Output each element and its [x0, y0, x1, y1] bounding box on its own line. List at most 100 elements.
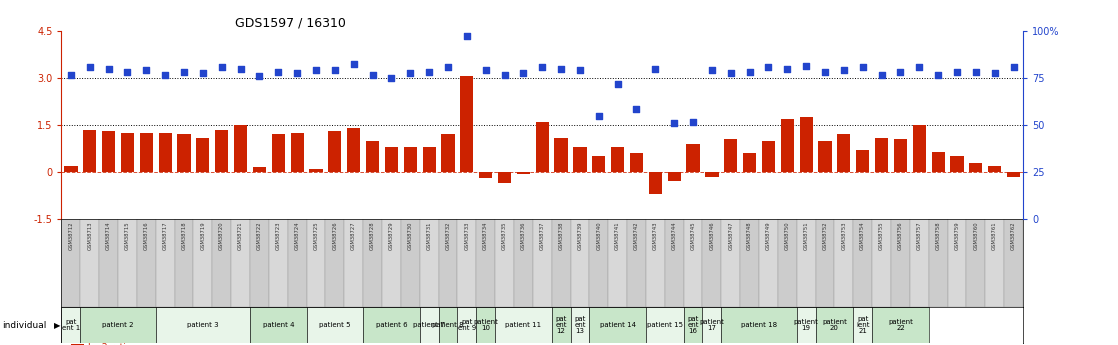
Point: [176, 69, 193, 75]
Bar: [457, 219, 476, 307]
Bar: [231, 219, 250, 307]
Point: [401, 71, 419, 76]
Bar: [136, 219, 155, 307]
Text: GSM38715: GSM38715: [125, 222, 130, 250]
Bar: [100, 219, 119, 307]
Point: [967, 69, 985, 75]
Bar: [797, 307, 816, 343]
Text: GSM38753: GSM38753: [842, 222, 846, 250]
Bar: [382, 219, 401, 307]
Bar: [155, 307, 250, 343]
Bar: [423, 147, 436, 172]
Bar: [969, 163, 983, 172]
Text: individual: individual: [2, 321, 47, 330]
Bar: [272, 135, 285, 172]
Point: [382, 75, 400, 81]
Text: patient 3: patient 3: [187, 322, 219, 328]
Text: GSM38761: GSM38761: [992, 222, 997, 250]
Bar: [442, 135, 455, 172]
Text: patient
10: patient 10: [473, 319, 499, 331]
Text: GSM38747: GSM38747: [728, 222, 733, 250]
Text: ▶: ▶: [54, 321, 60, 330]
Bar: [875, 138, 888, 172]
Bar: [816, 307, 853, 343]
Text: GSM38760: GSM38760: [974, 222, 978, 250]
Bar: [929, 219, 948, 307]
Text: GSM38716: GSM38716: [144, 222, 149, 250]
Text: patient 15: patient 15: [647, 322, 683, 328]
Point: [533, 64, 551, 70]
Bar: [837, 135, 851, 172]
Bar: [536, 122, 549, 172]
Bar: [612, 147, 624, 172]
Point: [722, 71, 740, 76]
Text: GSM38739: GSM38739: [577, 222, 582, 250]
Text: GSM38714: GSM38714: [106, 222, 111, 250]
Point: [514, 71, 532, 76]
Bar: [61, 219, 80, 307]
Point: [212, 64, 230, 70]
Bar: [215, 130, 228, 172]
Bar: [872, 307, 929, 343]
Point: [891, 69, 909, 75]
Bar: [404, 147, 417, 172]
Point: [910, 64, 928, 70]
Point: [684, 119, 702, 125]
Bar: [950, 156, 964, 172]
Bar: [61, 307, 80, 343]
Bar: [985, 219, 1004, 307]
Text: GSM38738: GSM38738: [559, 222, 563, 250]
Point: [816, 69, 834, 75]
Bar: [648, 172, 662, 194]
Bar: [401, 219, 419, 307]
Text: GSM38717: GSM38717: [163, 222, 168, 250]
Point: [476, 68, 494, 73]
Bar: [461, 77, 473, 172]
Bar: [740, 219, 759, 307]
Point: [439, 64, 457, 70]
Bar: [438, 307, 457, 343]
Text: GSM38745: GSM38745: [691, 222, 695, 250]
Point: [665, 121, 683, 126]
Point: [571, 68, 589, 73]
Bar: [514, 219, 533, 307]
Bar: [721, 307, 797, 343]
Point: [119, 69, 136, 75]
Bar: [291, 133, 304, 172]
Point: [269, 69, 287, 75]
Bar: [570, 307, 589, 343]
Text: GSM38730: GSM38730: [408, 222, 413, 250]
Bar: [102, 131, 115, 172]
Bar: [65, 166, 77, 172]
Point: [627, 107, 645, 112]
Point: [929, 72, 947, 78]
Bar: [797, 219, 816, 307]
Point: [873, 72, 891, 78]
Bar: [893, 139, 907, 172]
Bar: [686, 144, 700, 172]
Point: [231, 66, 249, 71]
Bar: [250, 307, 306, 343]
Point: [778, 66, 796, 71]
Bar: [780, 119, 794, 172]
Bar: [574, 147, 587, 172]
Text: GSM38752: GSM38752: [823, 222, 827, 250]
Text: patient
22: patient 22: [888, 319, 913, 331]
Text: GSM38756: GSM38756: [898, 222, 903, 250]
Bar: [853, 219, 872, 307]
Bar: [287, 219, 306, 307]
Bar: [646, 219, 665, 307]
Text: GSM38746: GSM38746: [710, 222, 714, 250]
Bar: [724, 139, 738, 172]
Bar: [329, 131, 341, 172]
Bar: [891, 219, 910, 307]
Bar: [589, 219, 608, 307]
Point: [307, 68, 325, 73]
Bar: [121, 133, 134, 172]
Text: GSM38734: GSM38734: [483, 222, 489, 250]
Bar: [721, 219, 740, 307]
Bar: [212, 219, 231, 307]
Bar: [155, 219, 174, 307]
Bar: [306, 307, 363, 343]
Point: [759, 64, 777, 70]
